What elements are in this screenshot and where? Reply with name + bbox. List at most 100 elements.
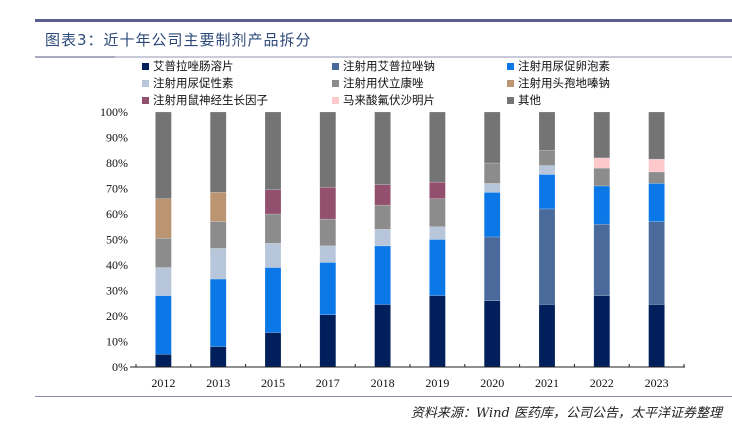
bar-segment (593, 111, 611, 159)
bar-segment (429, 226, 446, 240)
legend-swatch (142, 79, 149, 87)
legend-label: 艾普拉唑肠溶片 (153, 59, 234, 73)
bar-segment (593, 223, 611, 296)
bar-segment (209, 346, 227, 368)
legend-label: 注射用头孢地嗪钠 (518, 76, 610, 90)
legend-item: 注射用伏立康唑 (332, 75, 424, 91)
bar-segment (264, 213, 282, 244)
bar-segment (374, 304, 391, 368)
y-tick-label: 100% (100, 105, 128, 119)
bar-segment (155, 198, 172, 239)
legend-swatch (332, 96, 339, 104)
bar-segment (429, 295, 446, 368)
bar-segment (319, 111, 337, 188)
bar-segment (483, 162, 501, 184)
bar-segment (155, 267, 172, 296)
bar-segment (264, 332, 282, 368)
bar-segment (264, 267, 282, 333)
bar-segment (319, 314, 337, 368)
bar-segment (648, 171, 665, 184)
y-tick-label: 50% (106, 233, 128, 247)
legend-label: 注射用艾普拉唑钠 (343, 59, 435, 73)
y-tick-label: 40% (106, 258, 128, 272)
legend-item: 注射用艾普拉唑钠 (332, 58, 435, 74)
bar-segment (264, 189, 282, 215)
bar-segment (374, 184, 391, 206)
bar-segment (593, 167, 611, 187)
x-tick-label: 2013 (206, 376, 230, 390)
legend-label: 注射用鼠神经生长因子 (153, 93, 268, 107)
header-top-rule (35, 19, 732, 22)
legend-swatch (507, 62, 514, 70)
y-tick-label: 70% (106, 182, 128, 196)
bar-segment (538, 165, 556, 175)
bar-segment (483, 236, 501, 301)
y-tick-label: 20% (106, 309, 128, 323)
bar-segment (538, 174, 556, 210)
bar-segment (483, 111, 501, 164)
bar-segment (374, 204, 391, 230)
y-tick-label: 0% (112, 360, 128, 374)
bar-segment (483, 183, 501, 193)
bar-segment (538, 150, 556, 166)
bar-segment (538, 111, 556, 151)
bar-segment (538, 208, 556, 305)
bar-segment (648, 304, 665, 368)
legend-label: 注射用尿促性素 (153, 76, 234, 90)
x-tick-label: 2021 (535, 376, 559, 390)
bar-segment (429, 239, 446, 296)
y-tick-label: 90% (106, 131, 128, 145)
y-tick-label: 10% (106, 335, 128, 349)
x-tick-label: 2015 (261, 376, 285, 390)
x-tick-label: 2018 (371, 376, 395, 390)
bar-segment (319, 262, 337, 315)
bar-segment (648, 221, 665, 305)
bar-segment (648, 111, 665, 160)
bar-segment (374, 229, 391, 247)
bar-segment (155, 111, 172, 199)
legend-label: 注射用尿促卵泡素 (518, 59, 610, 73)
x-tick-label: 2012 (151, 376, 175, 390)
bar-segment (264, 111, 282, 191)
source-note: 资料来源：Wind 医药库，公司公告，太平洋证券整理 (410, 406, 722, 421)
legend-item: 注射用鼠神经生长因子 (142, 92, 268, 108)
bar-segment (374, 111, 391, 185)
bar-segment (429, 198, 446, 227)
legend-label: 其他 (518, 93, 541, 107)
bar-segment (155, 354, 172, 368)
legend-swatch (142, 96, 149, 104)
bar-segment (593, 157, 611, 169)
bar-segment (374, 245, 391, 305)
legend-swatch (332, 62, 339, 70)
bar-segment (319, 245, 337, 263)
bar-segment (319, 218, 337, 247)
bar-segment (593, 295, 611, 368)
x-tick-label: 2017 (316, 376, 340, 390)
bar-segment (155, 295, 172, 355)
legend-swatch (507, 96, 514, 104)
bar-segment (538, 304, 556, 368)
legend-item: 马来酸氟伏沙明片 (332, 92, 435, 108)
legend-label: 马来酸氟伏沙明片 (343, 93, 435, 107)
bar-segment (429, 111, 446, 183)
legend-label: 注射用伏立康唑 (343, 76, 424, 90)
legend-swatch (142, 62, 149, 70)
bar-segment (483, 192, 501, 238)
bar-segment (209, 248, 227, 280)
header-divider (35, 56, 732, 58)
legend-item: 注射用尿促性素 (142, 75, 234, 91)
y-tick-label: 30% (106, 284, 128, 298)
x-tick-label: 2020 (480, 376, 504, 390)
legend-item: 艾普拉唑肠溶片 (142, 58, 234, 74)
legend-item: 注射用尿促卵泡素 (507, 58, 610, 74)
x-tick-label: 2019 (425, 376, 449, 390)
x-tick-label: 2023 (645, 376, 669, 390)
bar-segment (648, 158, 665, 173)
bar-segment (429, 181, 446, 199)
bar-segment (209, 221, 227, 249)
y-tick-label: 80% (106, 156, 128, 170)
bar-segment (264, 243, 282, 268)
y-tick-label: 60% (106, 207, 128, 221)
bar-segment (209, 111, 227, 193)
x-tick-label: 2022 (590, 376, 614, 390)
